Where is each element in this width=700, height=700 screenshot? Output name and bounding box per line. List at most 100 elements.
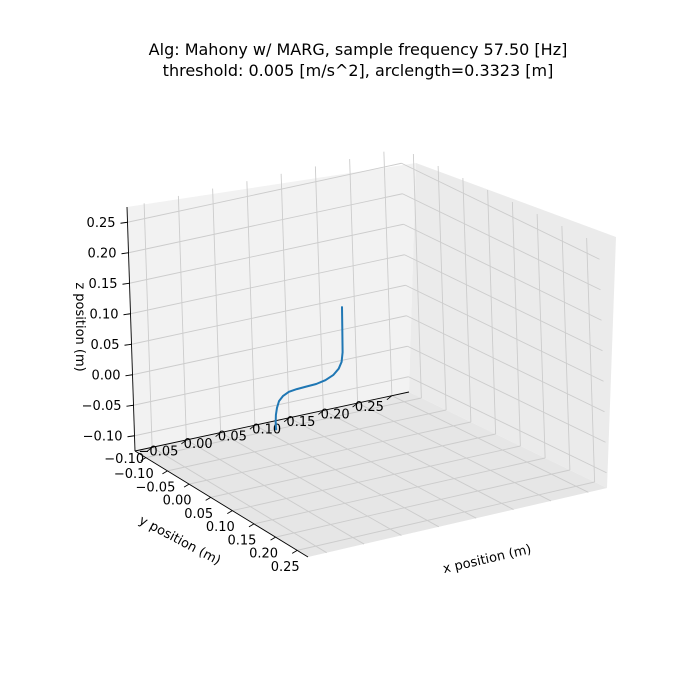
- x-tick-mark: [248, 523, 255, 528]
- z-tick-label: 0.25: [87, 216, 116, 231]
- y-tick-mark: [215, 432, 221, 437]
- z-tick-mark: [121, 252, 129, 255]
- y-tick-label: 0.20: [321, 408, 350, 423]
- x-tick-mark: [227, 510, 233, 515]
- z-gridline: [405, 284, 604, 382]
- y-tick-mark: [249, 424, 256, 430]
- x-gridline: [275, 469, 570, 538]
- x-gridline: [561, 225, 571, 471]
- z-tick-label: 0.20: [88, 246, 117, 261]
- z-tick-label: 0.10: [90, 307, 119, 322]
- y-tick-labels: −0.10−0.05 0.00 0.05 0.10 0.15 0.20 0.25: [104, 400, 384, 467]
- z-tick-mark: [123, 313, 131, 316]
- y-gridline: [186, 439, 365, 545]
- y-gridline: [391, 395, 589, 493]
- z-tick-mark: [120, 221, 128, 224]
- y-tick-mark: [318, 410, 324, 415]
- x-gridline: [462, 177, 472, 423]
- z-axis-label: z position (m): [72, 282, 87, 371]
- z-tick-mark: [124, 343, 132, 346]
- x-gridline: [167, 409, 447, 472]
- y-gridline: [383, 151, 393, 396]
- z-tick-label: 0.00: [92, 368, 121, 383]
- y-tick-label: −0.10: [104, 452, 144, 467]
- y-tick-mark: [386, 395, 393, 401]
- y-axis-line: [134, 391, 410, 452]
- x-tick-label: 0.10: [206, 520, 235, 535]
- pane-back-right: [409, 163, 616, 488]
- x-axis-label: x position (m): [442, 542, 533, 577]
- chart-title-line-1: Alg: Mahony w/ MARG, sample frequency 57…: [149, 40, 568, 59]
- y-gridline: [220, 432, 402, 536]
- y-gridline: [314, 166, 324, 411]
- x-gridline: [536, 213, 546, 459]
- y-gridline: [177, 195, 187, 440]
- x-gridline: [511, 201, 521, 447]
- trajectory-series-line: [274, 306, 344, 431]
- x-gridline: [487, 189, 497, 435]
- x-axis-line: [134, 450, 309, 558]
- x-tick-label: 0.20: [249, 547, 278, 562]
- z-gridline: [403, 223, 602, 321]
- z-gridline: [402, 193, 601, 291]
- z-gridline: [127, 162, 402, 223]
- data-series: [274, 306, 344, 431]
- y-tick-label: 0.10: [252, 422, 281, 437]
- z-gridline: [128, 193, 403, 254]
- z-tick-label: 0.05: [91, 338, 120, 353]
- y-tick-mark: [352, 402, 358, 408]
- x-gridline: [437, 165, 447, 411]
- x-gridline: [253, 457, 546, 525]
- y-tick-mark: [181, 439, 187, 445]
- z-axis-line: [126, 206, 136, 452]
- chart-title-line-2: threshold: 0.005 [m/s^2], arclength=0.33…: [163, 61, 554, 80]
- x-tick-label: 0.05: [184, 507, 213, 522]
- y-gridline: [288, 417, 477, 519]
- x-gridline: [586, 237, 596, 483]
- y-gridline: [151, 446, 327, 554]
- x-tick-label: −0.10: [114, 467, 154, 482]
- y-tick-label: 0.25: [355, 400, 384, 415]
- y-gridline: [280, 173, 290, 418]
- x-gridline: [412, 153, 422, 399]
- grid-lines: [127, 151, 607, 554]
- z-gridline: [407, 345, 606, 443]
- z-tick-labels: −0.10 −0.05 0.00 0.05 0.10 0.15 0.20 0.25: [82, 216, 123, 445]
- z-gridline: [129, 223, 404, 284]
- y-gridline: [143, 203, 153, 448]
- x-tick-label: 0.00: [163, 494, 192, 509]
- x-gridline: [210, 433, 496, 498]
- x-tick-label: 0.15: [227, 533, 256, 548]
- x-tick-labels: −0.10−0.050.000.050.100.150.200.25: [114, 467, 300, 575]
- z-tick-mark: [125, 374, 133, 377]
- pane-back-left: [127, 163, 416, 451]
- y-tick-label: 0.05: [218, 430, 247, 445]
- x-tick-label: 0.25: [271, 560, 300, 575]
- y-tick-mark: [146, 446, 153, 452]
- x-tick-label: −0.05: [136, 480, 176, 495]
- y-gridline: [357, 402, 552, 502]
- pane-floor: [135, 392, 607, 557]
- z-tick-mark: [127, 435, 135, 438]
- y-gridline: [254, 424, 440, 528]
- z-tick-label: −0.05: [82, 399, 122, 414]
- y-gridline: [246, 181, 256, 426]
- x-tick-mark: [205, 496, 211, 501]
- z-tick-mark: [122, 282, 130, 285]
- x-gridline: [297, 481, 595, 551]
- x-gridline: [145, 397, 422, 459]
- x-gridline: [232, 445, 521, 512]
- y-tick-mark: [283, 417, 290, 423]
- y-gridline: [212, 188, 222, 433]
- z-tick-label: −0.10: [83, 429, 123, 444]
- x-tick-mark: [140, 457, 147, 462]
- axis-ticks: [120, 206, 410, 558]
- z-gridline: [134, 376, 409, 437]
- x-gridline: [188, 421, 471, 485]
- x-tick-mark: [162, 470, 168, 475]
- x-tick-mark: [270, 536, 276, 541]
- y-tick-label: 0.00: [184, 437, 213, 452]
- z-gridline: [408, 376, 607, 474]
- z-gridline: [130, 254, 405, 315]
